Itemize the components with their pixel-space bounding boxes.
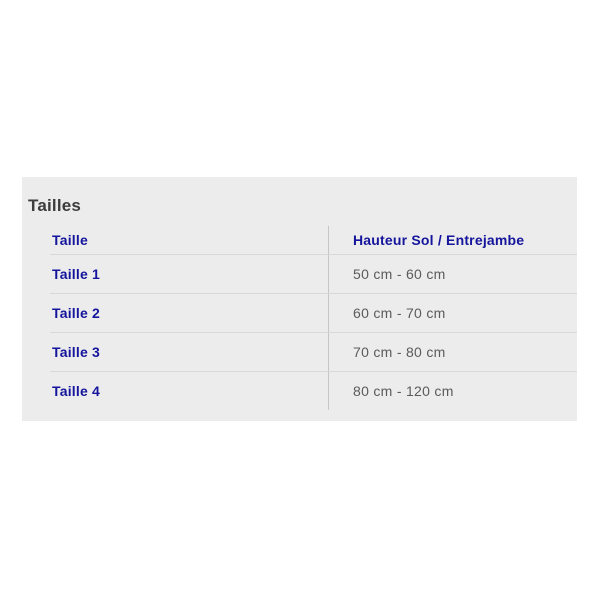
panel-title: Tailles: [28, 196, 82, 216]
taille-cell: Taille 2: [50, 294, 328, 332]
hauteur-cell: 80 cm - 120 cm: [328, 372, 577, 410]
table-body: Taille 1 50 cm - 60 cm Taille 2 60 cm - …: [50, 255, 577, 410]
hauteur-value: 50 cm - 60 cm: [353, 266, 446, 282]
hauteur-value: 80 cm - 120 cm: [353, 383, 454, 399]
table-row: Taille 1 50 cm - 60 cm: [50, 255, 577, 294]
header-cell-hauteur: Hauteur Sol / Entrejambe: [328, 226, 577, 254]
hauteur-cell: 50 cm - 60 cm: [328, 255, 577, 293]
taille-cell: Taille 4: [50, 372, 328, 410]
taille-label: Taille 1: [52, 266, 101, 282]
header-taille-label: Taille: [52, 232, 88, 248]
hauteur-value: 60 cm - 70 cm: [353, 305, 446, 321]
sizes-panel: Tailles Taille Hauteur Sol / Entrejambe …: [22, 177, 577, 421]
table-row: Taille 2 60 cm - 70 cm: [50, 294, 577, 333]
table-row: Taille 3 70 cm - 80 cm: [50, 333, 577, 372]
hauteur-cell: 60 cm - 70 cm: [328, 294, 577, 332]
table-row: Taille 4 80 cm - 120 cm: [50, 372, 577, 410]
table-header-row: Taille Hauteur Sol / Entrejambe: [50, 226, 577, 255]
taille-cell: Taille 1: [50, 255, 328, 293]
taille-label: Taille 3: [52, 344, 101, 360]
taille-label: Taille 2: [52, 305, 101, 321]
header-hauteur-label: Hauteur Sol / Entrejambe: [353, 232, 525, 248]
taille-label: Taille 4: [52, 383, 101, 399]
hauteur-value: 70 cm - 80 cm: [353, 344, 446, 360]
taille-cell: Taille 3: [50, 333, 328, 371]
hauteur-cell: 70 cm - 80 cm: [328, 333, 577, 371]
header-cell-taille: Taille: [50, 226, 328, 254]
size-table: Taille Hauteur Sol / Entrejambe Taille 1…: [50, 226, 577, 410]
